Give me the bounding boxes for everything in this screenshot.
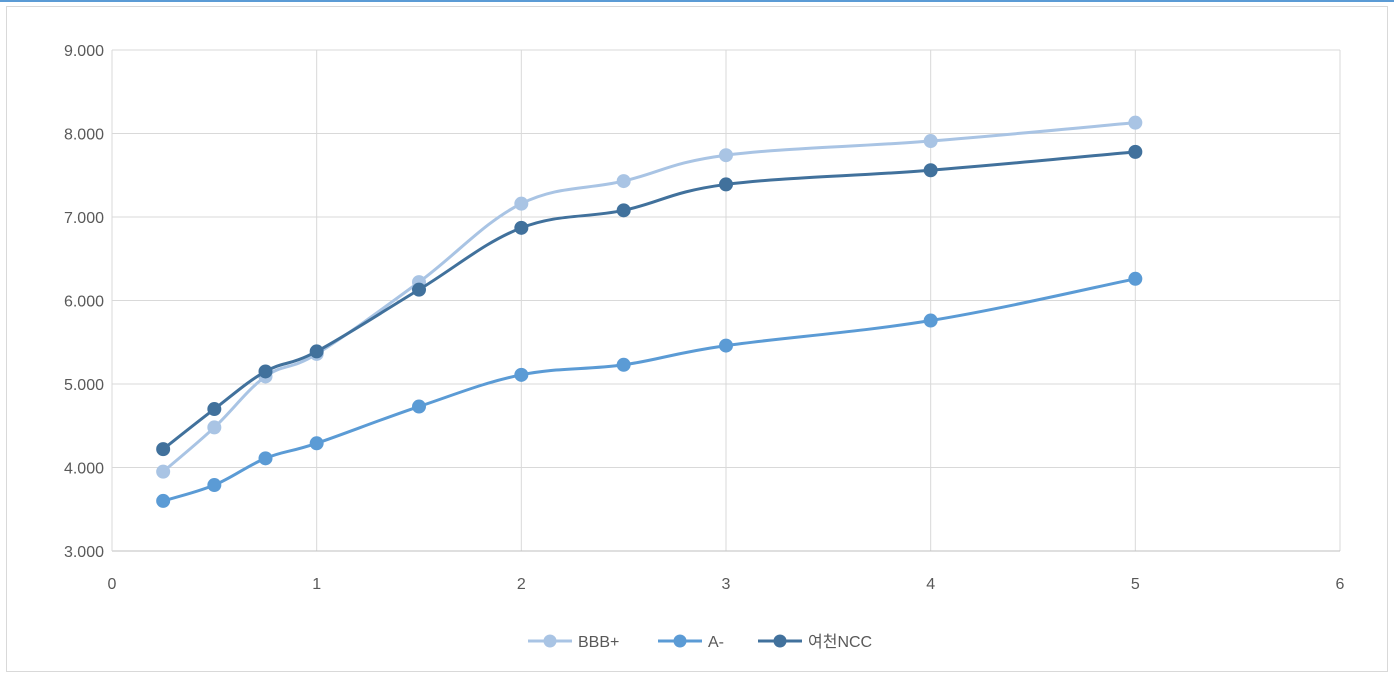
- data-point[interactable]: [719, 177, 733, 192]
- series-line: [161, 121, 1137, 474]
- data-point[interactable]: [156, 493, 171, 508]
- x-tick-label: 1: [312, 576, 321, 593]
- data-point[interactable]: [309, 436, 324, 451]
- data-point[interactable]: [719, 338, 733, 353]
- legend-item[interactable]: BBB+: [528, 634, 619, 651]
- legend-swatch-marker: [773, 634, 787, 648]
- data-point[interactable]: [258, 451, 273, 466]
- x-tick-label: 4: [926, 576, 935, 593]
- data-point[interactable]: [923, 313, 938, 328]
- y-tick-label: 4.000: [64, 461, 104, 478]
- y-tick-label: 8.000: [64, 127, 104, 144]
- legend-item[interactable]: A-: [658, 634, 724, 651]
- axes: 3.000 4.000 5.000 6.000 7.000 8.000 9.000 0 1 2 3 4…: [64, 43, 1345, 593]
- y-tick-label: 9.000: [64, 43, 104, 60]
- legend-label: A-: [708, 634, 724, 651]
- x-tick-label: 2: [517, 576, 526, 593]
- data-point[interactable]: [258, 364, 273, 379]
- data-point[interactable]: [309, 344, 324, 359]
- data-point[interactable]: [719, 148, 733, 163]
- gridlines: [111, 49, 1341, 552]
- top-accent-line: [0, 0, 1394, 2]
- legend[interactable]: BBB+ A- 여천NCC: [528, 633, 872, 651]
- x-tick-label: 0: [108, 576, 117, 593]
- data-point[interactable]: [412, 282, 426, 297]
- x-tick-label: 5: [1131, 576, 1140, 593]
- data-point[interactable]: [616, 357, 631, 372]
- data-point[interactable]: [923, 163, 938, 178]
- y-tick-label: 3.000: [64, 544, 104, 561]
- data-point[interactable]: [156, 464, 171, 479]
- data-point[interactable]: [616, 203, 631, 218]
- legend-label: BBB+: [578, 634, 619, 651]
- data-point[interactable]: [156, 442, 171, 457]
- data-point[interactable]: [514, 367, 529, 382]
- x-tick-label: 6: [1336, 576, 1345, 593]
- legend-label: 여천NCC: [808, 633, 872, 651]
- data-point[interactable]: [923, 134, 938, 149]
- data-point[interactable]: [514, 220, 529, 235]
- series-3: [156, 144, 1143, 457]
- y-tick-label: 5.000: [64, 377, 104, 394]
- data-point[interactable]: [514, 196, 529, 211]
- legend-item[interactable]: 여천NCC: [758, 633, 872, 651]
- data-point[interactable]: [207, 402, 222, 417]
- data-point[interactable]: [412, 399, 426, 414]
- data-point[interactable]: [1128, 271, 1143, 286]
- series-2: [156, 271, 1143, 508]
- x-tick-label: 3: [722, 576, 731, 593]
- legend-swatch-marker: [673, 634, 687, 648]
- series-lines: [156, 115, 1143, 508]
- series-1: [156, 115, 1143, 479]
- data-point[interactable]: [1128, 144, 1143, 159]
- y-tick-label: 6.000: [64, 294, 104, 311]
- data-point[interactable]: [207, 420, 222, 435]
- y-tick-label: 7.000: [64, 210, 104, 227]
- data-point[interactable]: [1128, 115, 1143, 130]
- data-point[interactable]: [207, 478, 222, 493]
- data-point[interactable]: [616, 174, 631, 189]
- chart-frame: [6, 6, 1388, 672]
- legend-swatch-marker: [543, 634, 557, 648]
